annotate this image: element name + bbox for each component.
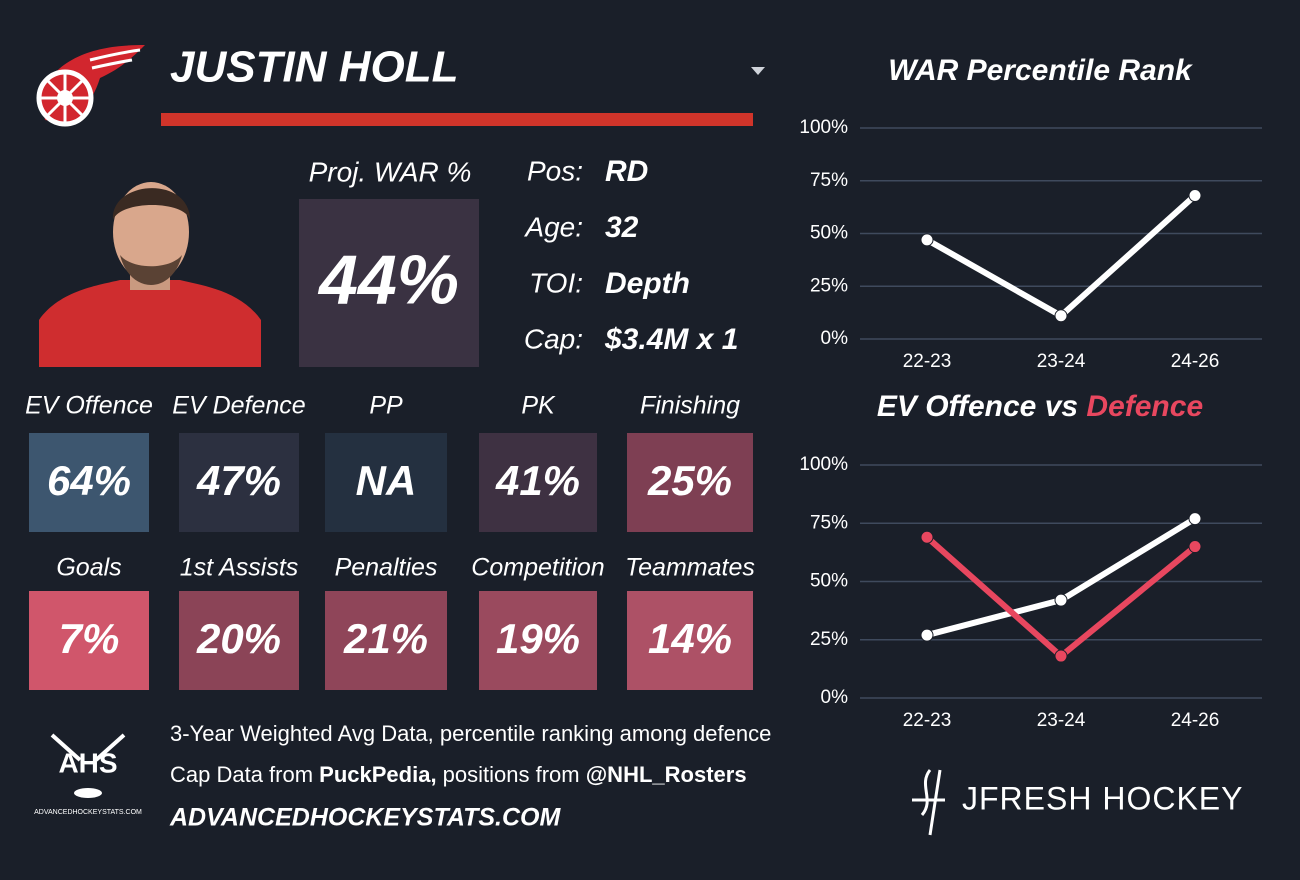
y-tick-label: 50%: [810, 571, 848, 592]
tile: [627, 591, 753, 690]
chart-title-part: WAR Percentile Rank: [888, 54, 1193, 87]
tile: [29, 433, 149, 532]
data-point: [920, 530, 934, 544]
info-value: Depth: [605, 267, 690, 300]
tile-value: 19%: [496, 615, 580, 662]
chart-title: WAR Percentile Rank: [888, 54, 1193, 87]
tile-value: 14%: [648, 615, 732, 662]
tile-value: 7%: [59, 615, 120, 662]
tile: [479, 591, 597, 690]
data-point: [920, 628, 934, 642]
data-point: [920, 233, 934, 247]
tile-label: Finishing: [640, 392, 740, 420]
tile: [179, 433, 299, 532]
tile: [325, 433, 447, 532]
y-tick-label: 75%: [810, 170, 848, 191]
x-tick-label: 24-26: [1171, 351, 1220, 372]
tile-value: 20%: [196, 615, 281, 662]
data-point: [1188, 540, 1202, 554]
tile-label: PK: [521, 392, 556, 420]
x-tick-label: 23-24: [1037, 351, 1086, 372]
footer-text: Cap Data from: [170, 762, 319, 787]
y-tick-label: 75%: [810, 512, 848, 533]
data-point: [1188, 189, 1202, 203]
tile-value: 47%: [196, 457, 281, 504]
data-point: [1054, 649, 1068, 663]
tile-label: Goals: [56, 554, 121, 582]
tile: [479, 433, 597, 532]
tile-label: EV Defence: [172, 392, 305, 420]
header-rule: [161, 113, 753, 126]
tile-label: EV Offence: [25, 392, 153, 420]
footer-text: 3-Year Weighted Avg Data, percentile ran…: [170, 721, 771, 746]
chart-title: EV Offence vs Defence: [877, 390, 1203, 423]
dropdown-toggle[interactable]: [751, 67, 765, 75]
info-label: Age:: [523, 211, 583, 242]
tile-label: Competition: [471, 554, 604, 582]
footer-text: positions from: [437, 762, 586, 787]
projection-tile: [299, 199, 479, 367]
tile: [29, 591, 149, 690]
tile-value: 25%: [647, 457, 732, 504]
projection-value: 44%: [317, 240, 459, 318]
info-label: Pos:: [527, 155, 583, 186]
chart-title-part: EV Offence vs: [877, 390, 1087, 423]
tile: [627, 433, 753, 532]
info-value: RD: [605, 155, 648, 188]
player-info: Pos: RD Age: 32 TOI: Depth Cap: $3.4M x 1: [523, 155, 738, 356]
ahs-logo-text: AHS: [58, 747, 117, 778]
data-point: [1188, 512, 1202, 526]
tile: [179, 591, 299, 690]
projection-label: Proj. WAR %: [309, 156, 472, 187]
tile-label: Teammates: [625, 554, 755, 582]
x-tick-label: 22-23: [903, 351, 952, 372]
x-tick-label: 24-26: [1171, 710, 1220, 731]
tile-value: 41%: [495, 457, 580, 504]
player-photo: [39, 175, 261, 367]
y-tick-label: 0%: [821, 328, 849, 349]
data-point: [1054, 593, 1068, 607]
ahs-logo: AHS ADVANCEDHOCKEYSTATS.COM: [34, 733, 142, 816]
footer: 3-Year Weighted Avg Data, percentile ran…: [170, 721, 771, 787]
x-tick-label: 22-23: [903, 710, 952, 731]
ahs-logo-sub: ADVANCEDHOCKEYSTATS.COM: [34, 809, 142, 816]
y-tick-label: 100%: [799, 117, 848, 138]
y-tick-label: 25%: [810, 275, 848, 296]
y-tick-label: 0%: [821, 687, 849, 708]
tile-value: 64%: [47, 457, 131, 504]
brand-name: JFRESH HOCKEY: [962, 780, 1243, 816]
tile: [325, 591, 447, 690]
footer-text: PuckPedia,: [319, 762, 436, 787]
info-label: Cap:: [524, 323, 583, 354]
y-tick-label: 25%: [810, 629, 848, 650]
brand-logo: JFRESH HOCKEY: [912, 769, 1243, 836]
team-logo: [36, 45, 145, 127]
stat-tiles: EV Offence 64% EV Defence 47% PP NA PK 41% Finis…: [25, 392, 755, 690]
chart-title-part: Defence: [1086, 390, 1203, 423]
tile-label: 1st Assists: [180, 554, 299, 582]
footer-line: 3-Year Weighted Avg Data, percentile ran…: [170, 721, 771, 746]
y-tick-label: 100%: [799, 454, 848, 475]
tile-value: 21%: [343, 615, 428, 662]
y-tick-label: 50%: [810, 223, 848, 244]
tile-label: Penalties: [335, 554, 438, 582]
player-name: JUSTIN HOLL: [170, 43, 458, 92]
x-tick-label: 23-24: [1037, 710, 1086, 731]
footer-line: Cap Data from PuckPedia, positions from …: [170, 762, 747, 787]
footer-text: @NHL_Rosters: [586, 762, 747, 787]
info-label: TOI:: [529, 267, 583, 298]
site-link: ADVANCEDHOCKEYSTATS.COM: [169, 804, 561, 832]
tile-value: NA: [356, 457, 417, 504]
info-value: $3.4M x 1: [604, 323, 738, 356]
info-value: 32: [605, 211, 639, 244]
data-point: [1054, 309, 1068, 323]
tile-label: PP: [369, 392, 403, 420]
